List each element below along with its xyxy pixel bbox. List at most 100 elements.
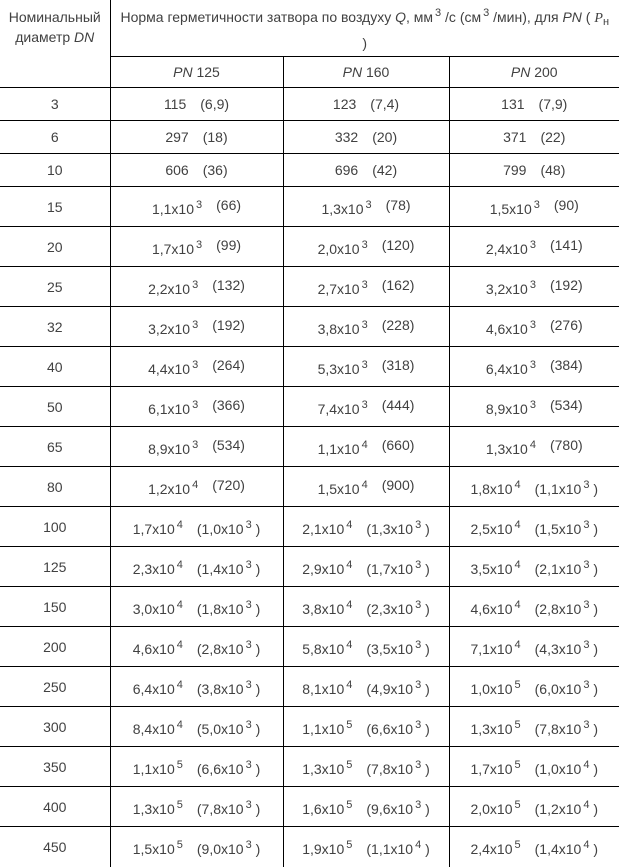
value-main: 6,4x10 4 [132, 678, 183, 697]
value-paren: (20) [372, 129, 398, 145]
value-paren: (1,0x10 4 ) [534, 758, 599, 777]
value-main: 1,3x10 3 [321, 198, 372, 217]
value-cell: 5,8x10 4 (3,5x10 3 ) [282, 626, 450, 667]
table-row: 450 1,5x10 5 (9,0x10 3 ) 1,9x10 5 (1,1x10 4 ) 2,4… [0, 826, 619, 867]
value-main: 1,3x10 4 [485, 438, 536, 457]
value-cell: 8,1x10 4 (4,9x10 3 ) [282, 666, 450, 707]
value-cell: 1,9x10 5 (1,1x10 4 ) [282, 826, 450, 867]
value-paren: (42) [372, 162, 398, 178]
value-paren: (4,9x10 3 ) [366, 678, 430, 697]
dn-cell: 10 [0, 153, 111, 187]
value-paren: (1,8x10 3 ) [196, 598, 261, 617]
value-paren: (22) [540, 129, 566, 145]
value-main: 3,5x10 4 [470, 558, 521, 577]
value-cell: 7,1x10 4 (4,3x10 3 ) [448, 626, 619, 667]
value-paren: (1,2x10 4 ) [534, 798, 599, 817]
dn-cell: 450 [0, 826, 111, 867]
value-cell: 2,0x10 3 (120) [282, 226, 450, 267]
value-cell: 115 (6,9) [109, 87, 284, 121]
value-cell: 1,8x10 4 (1,1x10 3 ) [448, 466, 619, 507]
value-cell: 3,2x10 3 (192) [448, 266, 619, 307]
value-cell: 3,8x10 4 (2,3x10 3 ) [282, 586, 450, 627]
value-cell: 1,1x10 3 (66) [109, 186, 284, 227]
table-row: 6 297 (18) 332 (20) 371 (22) [0, 120, 619, 154]
dn-cell: 300 [0, 706, 111, 747]
value-main: 1,5x10 5 [132, 838, 183, 857]
value-paren: (141) [549, 236, 583, 253]
value-paren: (120) [381, 236, 415, 253]
value-paren: (228) [381, 316, 415, 333]
dn-cell: 350 [0, 746, 111, 787]
value-main: 4,6x10 4 [470, 598, 521, 617]
table-row: 50 6,1x10 3 (366) 7,4x10 3 (444) 8,9x10 3 (534) [0, 386, 619, 427]
pn-column-header: PN 125 [109, 56, 284, 88]
table-row: 20 1,7x10 3 (99) 2,0x10 3 (120) 2,4x10 3 (141) [0, 226, 619, 267]
value-cell: 1,5x10 5 (9,0x10 3 ) [109, 826, 284, 867]
value-main: 696 [334, 162, 359, 178]
value-paren: (99) [216, 236, 242, 253]
value-paren: (5,0x10 3 ) [196, 718, 261, 737]
value-main: 297 [165, 129, 189, 145]
value-main: 3,8x10 4 [302, 598, 353, 617]
value-main: 8,9x10 3 [485, 398, 536, 417]
value-paren: (720) [212, 476, 245, 493]
value-main: 1,3x10 5 [470, 718, 521, 737]
value-main: 1,1x10 4 [317, 438, 368, 457]
pn-column-header: PN 160 [282, 56, 450, 88]
value-cell: 2,0x10 5 (1,2x10 4 ) [448, 786, 619, 827]
value-paren: (6,0x10 3 ) [534, 678, 599, 697]
value-paren: (2,1x10 3 ) [534, 558, 599, 577]
value-main: 1,1x10 5 [302, 718, 353, 737]
value-cell: 2,2x10 3 (132) [109, 266, 284, 307]
value-paren: (66) [216, 196, 242, 213]
value-cell: 2,1x10 4 (1,3x10 3 ) [282, 506, 450, 547]
value-cell: 3,0x10 4 (1,8x10 3 ) [109, 586, 284, 627]
table-row: 10 606 (36) 696 (42) 799 (48) [0, 153, 619, 187]
value-paren: (192) [549, 276, 583, 293]
value-main: 1,0x10 5 [470, 678, 521, 697]
value-paren: (18) [202, 129, 228, 145]
value-cell: 1,3x10 5 (7,8x10 3 ) [448, 706, 619, 747]
value-main: 3,8x10 3 [317, 318, 368, 337]
value-paren: (1,4x10 4 ) [534, 838, 599, 857]
value-main: 4,6x10 3 [485, 318, 536, 337]
value-main: 606 [165, 162, 189, 178]
value-cell: 3,2x10 3 (192) [109, 306, 284, 347]
value-main: 1,5x10 3 [489, 198, 540, 217]
value-main: 3,2x10 3 [485, 278, 536, 297]
value-cell: 3,5x10 4 (2,1x10 3 ) [448, 546, 619, 587]
value-main: 1,8x10 4 [470, 478, 521, 497]
value-main: 2,7x10 3 [317, 278, 368, 297]
value-main: 1,6x10 5 [302, 798, 353, 817]
table-row: 400 1,3x10 5 (7,8x10 3 ) 1,6x10 5 (9,6x10 3 ) 2,0… [0, 786, 619, 827]
value-cell: 1,1x10 5 (6,6x10 3 ) [282, 706, 450, 747]
value-paren: (48) [540, 162, 566, 178]
value-main: 6,4x10 3 [485, 358, 536, 377]
dn-cell: 125 [0, 546, 111, 587]
dn-cell: 65 [0, 426, 111, 467]
value-paren: (1,5x10 3 ) [534, 518, 599, 537]
value-paren: (9,0x10 3 ) [196, 838, 261, 857]
value-cell: 2,9x10 4 (1,7x10 3 ) [282, 546, 450, 587]
value-cell: 1,6x10 5 (9,6x10 3 ) [282, 786, 450, 827]
value-main: 2,5x10 4 [470, 518, 521, 537]
value-paren: (1,1x10 3 ) [534, 478, 599, 497]
value-cell: 1,1x10 5 (6,6x10 3 ) [109, 746, 284, 787]
value-main: 2,4x10 3 [485, 238, 536, 257]
value-cell: 1,3x10 5 (7,8x10 3 ) [109, 786, 284, 827]
value-paren: (444) [381, 396, 415, 413]
value-paren: (6,6x10 3 ) [366, 718, 430, 737]
value-paren: (3,8x10 3 ) [196, 678, 261, 697]
value-paren: (2,8x10 3 ) [196, 638, 261, 657]
dn-cell: 200 [0, 626, 111, 667]
value-paren: (7,8x10 3 ) [196, 798, 261, 817]
value-paren: (318) [381, 356, 415, 373]
value-main: 2,4x10 5 [470, 838, 521, 857]
value-paren: (534) [212, 436, 245, 453]
value-cell: 332 (20) [282, 120, 450, 154]
value-main: 8,4x10 4 [132, 718, 183, 737]
value-main: 3,0x10 4 [132, 598, 183, 617]
value-cell: 1,5x10 3 (90) [448, 186, 619, 227]
value-main: 7,4x10 3 [317, 398, 368, 417]
table-row: 80 1,2x10 4 (720) 1,5x10 4 (900) 1,8x10 4 (1,1x10… [0, 466, 619, 507]
